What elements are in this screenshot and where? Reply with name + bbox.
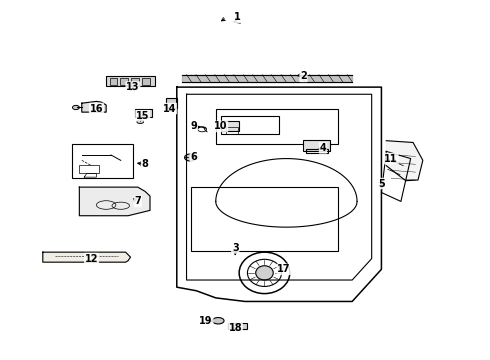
Bar — [110, 78, 117, 85]
Bar — [131, 78, 139, 85]
Text: 7: 7 — [134, 197, 141, 206]
Text: 17: 17 — [277, 264, 291, 274]
Bar — [106, 76, 155, 86]
Text: 9: 9 — [191, 121, 197, 131]
Ellipse shape — [256, 266, 273, 280]
Text: 3: 3 — [232, 243, 239, 253]
Polygon shape — [79, 187, 150, 216]
Polygon shape — [386, 141, 423, 181]
Bar — [228, 323, 247, 329]
Text: 5: 5 — [378, 179, 385, 189]
Bar — [306, 149, 328, 153]
Polygon shape — [43, 252, 130, 262]
Bar — [142, 78, 149, 85]
Bar — [135, 109, 152, 117]
Bar — [79, 165, 99, 173]
Text: 12: 12 — [85, 253, 98, 264]
Ellipse shape — [185, 154, 196, 161]
Text: 15: 15 — [136, 111, 149, 121]
Bar — [303, 140, 330, 151]
Ellipse shape — [137, 120, 144, 123]
Text: 10: 10 — [214, 121, 227, 131]
Bar — [120, 78, 128, 85]
Text: 11: 11 — [385, 154, 398, 163]
Bar — [220, 121, 239, 131]
Polygon shape — [82, 102, 106, 112]
Bar — [220, 116, 279, 134]
Text: 8: 8 — [142, 159, 148, 169]
Bar — [166, 98, 177, 108]
Ellipse shape — [73, 105, 79, 110]
Text: 6: 6 — [191, 152, 197, 162]
Bar — [192, 187, 338, 251]
Bar — [225, 127, 238, 134]
Text: 13: 13 — [126, 82, 140, 92]
Text: 4: 4 — [319, 143, 326, 153]
Text: 18: 18 — [228, 323, 242, 333]
Bar — [72, 144, 133, 178]
Text: 2: 2 — [300, 71, 307, 81]
Text: 1: 1 — [234, 13, 241, 22]
Text: 16: 16 — [90, 104, 103, 113]
Text: 19: 19 — [199, 316, 213, 326]
Bar — [216, 109, 338, 144]
Text: 14: 14 — [163, 104, 176, 113]
Ellipse shape — [212, 318, 224, 324]
